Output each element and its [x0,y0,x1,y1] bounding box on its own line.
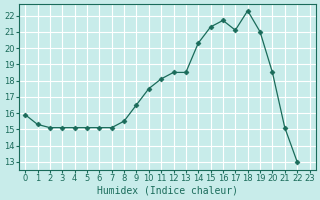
X-axis label: Humidex (Indice chaleur): Humidex (Indice chaleur) [97,186,238,196]
